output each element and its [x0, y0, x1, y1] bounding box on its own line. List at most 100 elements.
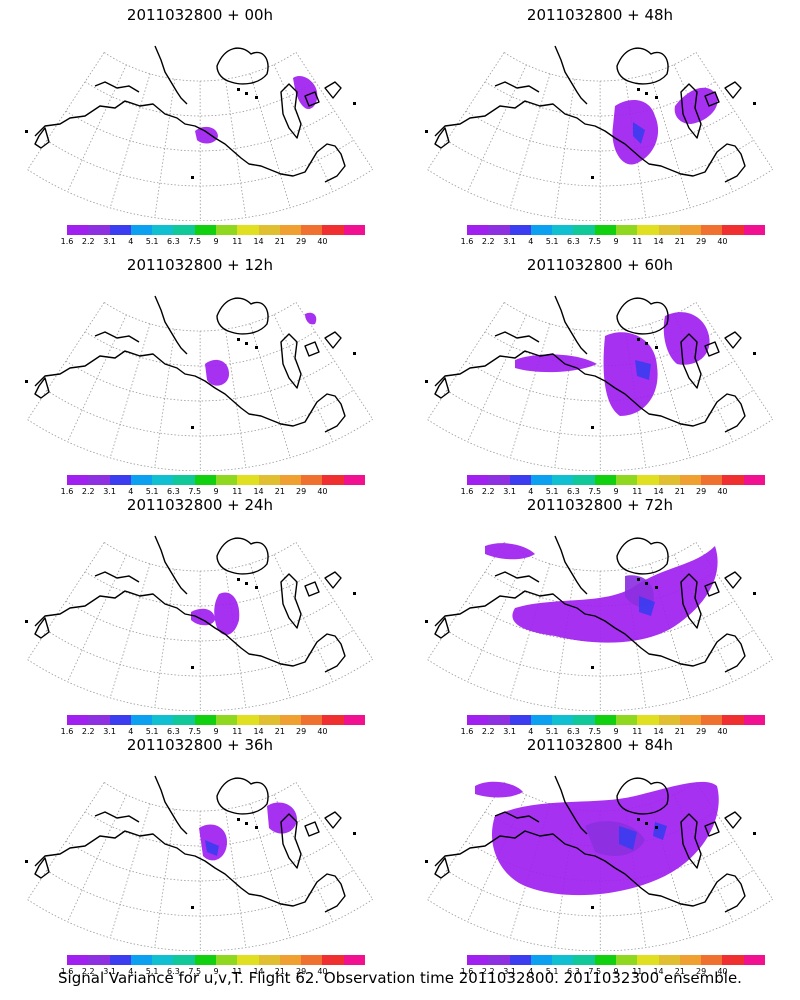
colorbar-tick-label: 21 [274, 727, 285, 736]
colorbar-tick-label: 2.2 [81, 487, 95, 496]
colorbar-swatch [509, 715, 531, 725]
colorbar-swatch [215, 475, 238, 485]
colorbar-swatch [237, 475, 259, 485]
colorbar-tick-label: 11 [232, 967, 243, 976]
colorbar-tick-label: 14 [653, 967, 664, 976]
colorbar-tick-label: 2.2 [481, 487, 495, 496]
colorbar-tick-label: 6.3 [567, 237, 580, 246]
colorbar-swatch [258, 715, 280, 725]
colorbar-swatch [67, 475, 89, 485]
colorbar-swatch [67, 715, 89, 725]
colorbar-tick-label: 21 [674, 967, 685, 976]
colorbar-tick-label: 5.1 [545, 487, 559, 496]
colorbar [67, 955, 365, 965]
colorbar-tick-label: 9 [613, 487, 619, 496]
colorbar-swatch [488, 475, 510, 485]
colorbar-tick-label: 40 [717, 487, 728, 496]
colorbar-swatch [573, 715, 595, 725]
colorbar-tick-label: 11 [632, 967, 643, 976]
colorbar-tick-label: 9 [213, 237, 219, 246]
colorbar-swatch [130, 475, 153, 485]
colorbar-swatch [488, 225, 510, 235]
colorbar-swatch [701, 475, 723, 485]
colorbar-swatch [279, 715, 302, 725]
projection-map [25, 295, 374, 471]
projection-map [25, 45, 374, 221]
colorbar-swatch [279, 225, 302, 235]
coastline [25, 775, 356, 913]
projection-map [425, 45, 774, 221]
colorbar-tick-label: 29 [296, 487, 307, 496]
colorbar-tick-label: 1.6 [460, 487, 474, 496]
colorbar-tick-label: 9 [213, 727, 219, 736]
colorbar-tick-label: 29 [696, 237, 707, 246]
colorbar-swatch [615, 475, 638, 485]
colorbar-swatch [109, 475, 131, 485]
colorbar-tick-label: 2.2 [81, 727, 95, 736]
colorbar-swatch [701, 955, 723, 965]
colorbar-swatch [637, 225, 659, 235]
colorbar-tick-label: 2.2 [81, 237, 95, 246]
colorbar-tick-label: 29 [696, 727, 707, 736]
colorbar-swatch [194, 715, 216, 725]
colorbar-tick-label: 1.6 [60, 237, 74, 246]
colorbar-swatch [658, 955, 680, 965]
colorbar-swatch [573, 225, 595, 235]
colorbar-tick-label: 6.3 [167, 727, 180, 736]
colorbar-tick-label: 14 [653, 727, 664, 736]
colorbar-swatch [67, 955, 89, 965]
colorbar-swatch [594, 715, 616, 725]
colorbar-swatch [279, 955, 302, 965]
colorbar-swatch [573, 955, 595, 965]
panel-title: 2011032800 + 84h [526, 736, 674, 754]
colorbar-tick-label: 1.6 [460, 727, 474, 736]
colorbar-tick-label: 9 [213, 967, 219, 976]
colorbar-tick-label: 11 [232, 487, 243, 496]
colorbar-swatch [552, 715, 574, 725]
variance-patch [475, 781, 523, 798]
panel-title: 2011032800 + 00h [126, 6, 274, 24]
colorbar-tick-label: 14 [253, 487, 264, 496]
coastline [25, 295, 356, 433]
colorbar-tick-label: 14 [253, 967, 264, 976]
projection-map [25, 775, 374, 951]
projection-map [425, 535, 774, 711]
colorbar-tick-label: 4 [128, 727, 134, 736]
colorbar-tick-label: 29 [696, 967, 707, 976]
colorbar-swatch [343, 475, 365, 485]
colorbar-tick-label: 3.1 [103, 237, 116, 246]
colorbar-swatch [743, 225, 765, 235]
map-panel-4: 2011032800 + 24h 1.6 2.2 3.1 4 5.1 6.3 7.5 9 11 14… [5, 492, 395, 737]
variance-patch [485, 543, 535, 560]
colorbar-swatch [701, 715, 723, 725]
colorbar-tick-label: 3.1 [103, 967, 116, 976]
colorbar-tick-label: 21 [274, 487, 285, 496]
colorbar-tick-label: 14 [653, 487, 664, 496]
colorbar-swatch [594, 955, 616, 965]
colorbar-swatch [194, 475, 216, 485]
colorbar-tick-label: 21 [274, 967, 285, 976]
colorbar-swatch [258, 475, 280, 485]
colorbar-tick-label: 4 [528, 237, 534, 246]
colorbar-swatch [722, 715, 744, 725]
colorbar-swatch [343, 715, 365, 725]
colorbar-tick-label: 4 [528, 727, 534, 736]
colorbar-swatch [258, 955, 280, 965]
colorbar-tick-label: 6.3 [167, 487, 180, 496]
colorbar-tick-label: 3.1 [103, 487, 116, 496]
colorbar-tick-label: 3.1 [503, 237, 516, 246]
colorbar-tick-label: 21 [674, 237, 685, 246]
variance-patch [512, 546, 718, 643]
colorbar-tick-label: 14 [253, 727, 264, 736]
colorbar-swatch [467, 715, 489, 725]
variance-patch [293, 75, 318, 110]
colorbar [467, 955, 765, 965]
graticule [427, 51, 774, 221]
colorbar-tick-label: 29 [296, 237, 307, 246]
colorbar-swatch [615, 225, 638, 235]
colorbar-tick-label: 4 [128, 237, 134, 246]
colorbar-tick-label: 14 [253, 237, 264, 246]
colorbar-swatch [237, 955, 259, 965]
colorbar-swatch [658, 225, 680, 235]
coastline [425, 295, 756, 433]
